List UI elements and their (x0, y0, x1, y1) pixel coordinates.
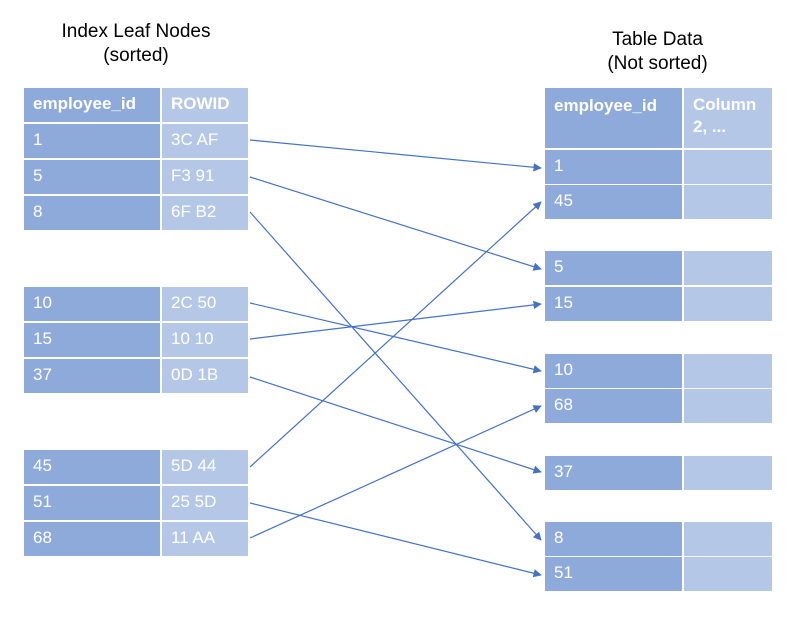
table-row-col2 (684, 456, 772, 490)
index-row-id: 10 (24, 287, 160, 321)
arrow-10 (249, 302, 542, 374)
table-row-id: 5 (545, 251, 682, 285)
table-row-col2 (684, 522, 772, 556)
table-row-col2 (684, 287, 772, 321)
index-title-line2: (sorted) (103, 45, 169, 66)
table-header-employee-id: employee_id (545, 88, 682, 148)
index-row-rowid: F3 91 (162, 160, 248, 194)
arrow-5 (249, 176, 542, 271)
index-row-id: 15 (24, 323, 160, 357)
index-title-line1: Index Leaf Nodes (61, 21, 211, 42)
table-row-id: 68 (545, 389, 682, 423)
index-row-id: 45 (24, 450, 160, 484)
table-row-id: 37 (545, 456, 682, 490)
table-title-line1: Table Data (612, 29, 703, 50)
index-row-id: 8 (24, 196, 160, 230)
table-row-col2 (684, 185, 772, 219)
table-row-col2 (684, 389, 772, 423)
index-row-rowid: 6F B2 (162, 196, 248, 230)
arrow-8 (249, 211, 542, 541)
index-row-rowid: 25 5D (162, 486, 248, 520)
arrow-15 (249, 300, 542, 340)
index-row-rowid: 0D 1B (162, 359, 248, 393)
table-row-id: 8 (545, 522, 682, 556)
table-row-id: 51 (545, 557, 682, 591)
table-row-id: 15 (545, 287, 682, 321)
table-title: Table Data (Not sorted) (570, 28, 745, 76)
table-header-column2: Column 2, ... (684, 88, 772, 148)
index-row-id: 68 (24, 522, 160, 556)
index-title: Index Leaf Nodes (sorted) (52, 20, 220, 68)
table-row-col2 (684, 557, 772, 591)
arrow-45 (249, 201, 542, 468)
table-row-col2 (684, 251, 772, 285)
table-row-col2 (684, 150, 772, 184)
arrow-68 (249, 405, 542, 539)
table-row-id: 1 (545, 150, 682, 184)
index-row-rowid: 3C AF (162, 124, 248, 158)
arrow-1 (249, 139, 542, 172)
index-row-rowid: 2C 50 (162, 287, 248, 321)
table-row-col2 (684, 354, 772, 388)
index-row-rowid: 10 10 (162, 323, 248, 357)
arrow-37 (249, 376, 542, 474)
index-row-id: 51 (24, 486, 160, 520)
index-row-rowid: 5D 44 (162, 450, 248, 484)
index-row-rowid: 11 AA (162, 522, 248, 556)
table-title-line2: (Not sorted) (607, 53, 708, 74)
index-row-id: 5 (24, 160, 160, 194)
index-header-rowid: ROWID (162, 88, 248, 122)
table-row-id: 45 (545, 185, 682, 219)
index-row-id: 1 (24, 124, 160, 158)
arrow-51 (249, 502, 542, 578)
table-row-id: 10 (545, 354, 682, 388)
index-row-id: 37 (24, 359, 160, 393)
index-header-employee-id: employee_id (24, 88, 160, 122)
